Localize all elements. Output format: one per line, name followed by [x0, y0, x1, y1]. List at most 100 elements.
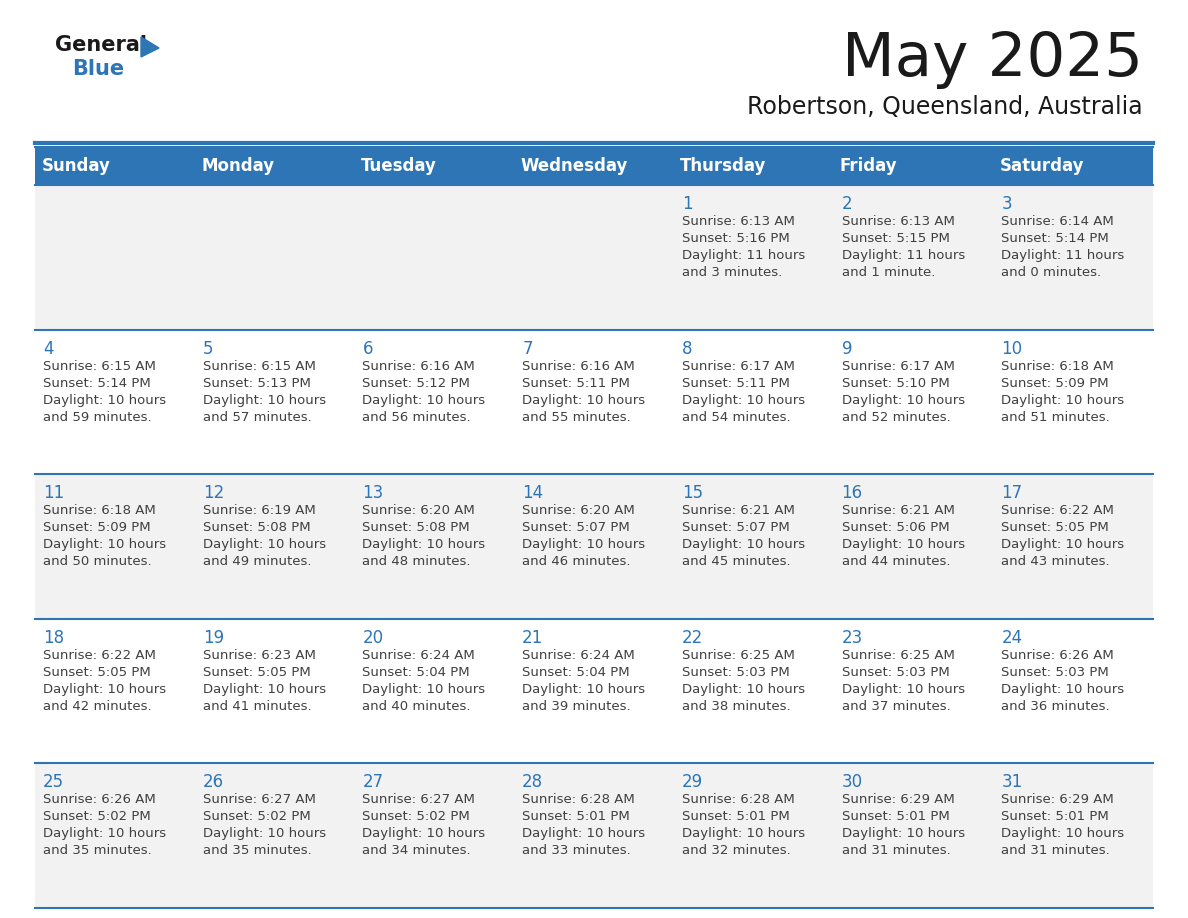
Text: Sunset: 5:01 PM: Sunset: 5:01 PM	[1001, 811, 1110, 823]
Text: Sunrise: 6:20 AM: Sunrise: 6:20 AM	[523, 504, 634, 517]
Text: Thursday: Thursday	[681, 157, 766, 175]
Text: Sunrise: 6:20 AM: Sunrise: 6:20 AM	[362, 504, 475, 517]
Text: and 51 minutes.: and 51 minutes.	[1001, 410, 1110, 423]
Text: Sunrise: 6:21 AM: Sunrise: 6:21 AM	[682, 504, 795, 517]
Bar	[34, 619, 1154, 764]
Text: Daylight: 10 hours: Daylight: 10 hours	[841, 394, 965, 407]
Text: Sunrise: 6:27 AM: Sunrise: 6:27 AM	[203, 793, 316, 806]
Text: 21: 21	[523, 629, 543, 647]
Text: 8: 8	[682, 340, 693, 358]
Text: Sunset: 5:03 PM: Sunset: 5:03 PM	[1001, 666, 1110, 678]
Text: Sunset: 5:14 PM: Sunset: 5:14 PM	[1001, 232, 1110, 245]
Text: Sunrise: 6:14 AM: Sunrise: 6:14 AM	[1001, 215, 1114, 228]
Text: and 3 minutes.: and 3 minutes.	[682, 266, 782, 279]
Text: 6: 6	[362, 340, 373, 358]
Text: and 54 minutes.: and 54 minutes.	[682, 410, 790, 423]
Text: 20: 20	[362, 629, 384, 647]
Text: Sunset: 5:03 PM: Sunset: 5:03 PM	[682, 666, 790, 678]
Text: Sunrise: 6:29 AM: Sunrise: 6:29 AM	[1001, 793, 1114, 806]
Text: and 35 minutes.: and 35 minutes.	[43, 845, 152, 857]
Text: 1: 1	[682, 195, 693, 213]
Text: Daylight: 10 hours: Daylight: 10 hours	[203, 538, 326, 551]
Text: Daylight: 10 hours: Daylight: 10 hours	[203, 827, 326, 840]
Text: 11: 11	[43, 484, 64, 502]
Text: Sunset: 5:08 PM: Sunset: 5:08 PM	[362, 521, 470, 534]
Text: and 55 minutes.: and 55 minutes.	[523, 410, 631, 423]
Text: Wednesday: Wednesday	[520, 157, 628, 175]
Text: Sunset: 5:01 PM: Sunset: 5:01 PM	[682, 811, 790, 823]
Text: Sunrise: 6:22 AM: Sunrise: 6:22 AM	[1001, 504, 1114, 517]
Text: Daylight: 11 hours: Daylight: 11 hours	[1001, 249, 1125, 262]
Text: 3: 3	[1001, 195, 1012, 213]
Text: Blue: Blue	[72, 59, 124, 79]
Text: Daylight: 10 hours: Daylight: 10 hours	[43, 683, 166, 696]
Text: 23: 23	[841, 629, 862, 647]
Text: 2: 2	[841, 195, 852, 213]
Text: Sunrise: 6:28 AM: Sunrise: 6:28 AM	[523, 793, 634, 806]
Text: Daylight: 10 hours: Daylight: 10 hours	[523, 827, 645, 840]
Text: Sunset: 5:02 PM: Sunset: 5:02 PM	[362, 811, 470, 823]
Text: Sunset: 5:02 PM: Sunset: 5:02 PM	[203, 811, 310, 823]
Text: 26: 26	[203, 773, 223, 791]
Text: General: General	[55, 35, 147, 55]
Text: and 50 minutes.: and 50 minutes.	[43, 555, 152, 568]
Text: Sunrise: 6:29 AM: Sunrise: 6:29 AM	[841, 793, 954, 806]
Text: 18: 18	[43, 629, 64, 647]
Text: 9: 9	[841, 340, 852, 358]
Text: Daylight: 10 hours: Daylight: 10 hours	[203, 683, 326, 696]
Text: Sunrise: 6:26 AM: Sunrise: 6:26 AM	[43, 793, 156, 806]
Text: 24: 24	[1001, 629, 1023, 647]
Text: May 2025: May 2025	[842, 30, 1143, 89]
Text: and 34 minutes.: and 34 minutes.	[362, 845, 470, 857]
Text: 17: 17	[1001, 484, 1023, 502]
Text: and 41 minutes.: and 41 minutes.	[203, 700, 311, 712]
Text: 30: 30	[841, 773, 862, 791]
Text: Sunrise: 6:18 AM: Sunrise: 6:18 AM	[1001, 360, 1114, 373]
Text: 16: 16	[841, 484, 862, 502]
Text: 28: 28	[523, 773, 543, 791]
Text: Daylight: 10 hours: Daylight: 10 hours	[43, 827, 166, 840]
Text: Daylight: 10 hours: Daylight: 10 hours	[1001, 683, 1124, 696]
Text: and 48 minutes.: and 48 minutes.	[362, 555, 470, 568]
Text: 15: 15	[682, 484, 703, 502]
Text: Tuesday: Tuesday	[361, 157, 437, 175]
Text: Sunrise: 6:25 AM: Sunrise: 6:25 AM	[682, 649, 795, 662]
Text: Sunrise: 6:24 AM: Sunrise: 6:24 AM	[362, 649, 475, 662]
Text: Sunrise: 6:13 AM: Sunrise: 6:13 AM	[841, 215, 954, 228]
Text: 14: 14	[523, 484, 543, 502]
Text: Sunset: 5:09 PM: Sunset: 5:09 PM	[43, 521, 151, 534]
Text: Sunset: 5:02 PM: Sunset: 5:02 PM	[43, 811, 151, 823]
Text: Daylight: 10 hours: Daylight: 10 hours	[362, 538, 486, 551]
Text: Sunrise: 6:27 AM: Sunrise: 6:27 AM	[362, 793, 475, 806]
Text: 7: 7	[523, 340, 532, 358]
Text: Sunset: 5:01 PM: Sunset: 5:01 PM	[523, 811, 630, 823]
Text: and 42 minutes.: and 42 minutes.	[43, 700, 152, 712]
Text: 27: 27	[362, 773, 384, 791]
Text: Sunrise: 6:23 AM: Sunrise: 6:23 AM	[203, 649, 316, 662]
Text: Daylight: 10 hours: Daylight: 10 hours	[362, 683, 486, 696]
Text: and 31 minutes.: and 31 minutes.	[1001, 845, 1110, 857]
Text: Sunrise: 6:22 AM: Sunrise: 6:22 AM	[43, 649, 156, 662]
Text: Sunset: 5:03 PM: Sunset: 5:03 PM	[841, 666, 949, 678]
Text: 25: 25	[43, 773, 64, 791]
Text: Daylight: 10 hours: Daylight: 10 hours	[841, 683, 965, 696]
Text: Daylight: 10 hours: Daylight: 10 hours	[841, 538, 965, 551]
Text: 5: 5	[203, 340, 213, 358]
Bar	[34, 147, 1154, 185]
Bar	[34, 185, 1154, 330]
Text: and 44 minutes.: and 44 minutes.	[841, 555, 950, 568]
Text: Daylight: 10 hours: Daylight: 10 hours	[1001, 394, 1124, 407]
Text: Saturday: Saturday	[999, 157, 1085, 175]
Text: Sunset: 5:05 PM: Sunset: 5:05 PM	[203, 666, 310, 678]
Text: Daylight: 10 hours: Daylight: 10 hours	[1001, 538, 1124, 551]
Text: Sunset: 5:07 PM: Sunset: 5:07 PM	[682, 521, 790, 534]
Text: Daylight: 10 hours: Daylight: 10 hours	[523, 683, 645, 696]
Text: Sunrise: 6:16 AM: Sunrise: 6:16 AM	[362, 360, 475, 373]
Text: Sunset: 5:13 PM: Sunset: 5:13 PM	[203, 376, 310, 389]
Text: Daylight: 10 hours: Daylight: 10 hours	[682, 394, 805, 407]
Text: and 57 minutes.: and 57 minutes.	[203, 410, 311, 423]
Text: Daylight: 10 hours: Daylight: 10 hours	[682, 827, 805, 840]
Text: Sunset: 5:11 PM: Sunset: 5:11 PM	[523, 376, 630, 389]
Text: Daylight: 10 hours: Daylight: 10 hours	[203, 394, 326, 407]
Text: Sunset: 5:07 PM: Sunset: 5:07 PM	[523, 521, 630, 534]
